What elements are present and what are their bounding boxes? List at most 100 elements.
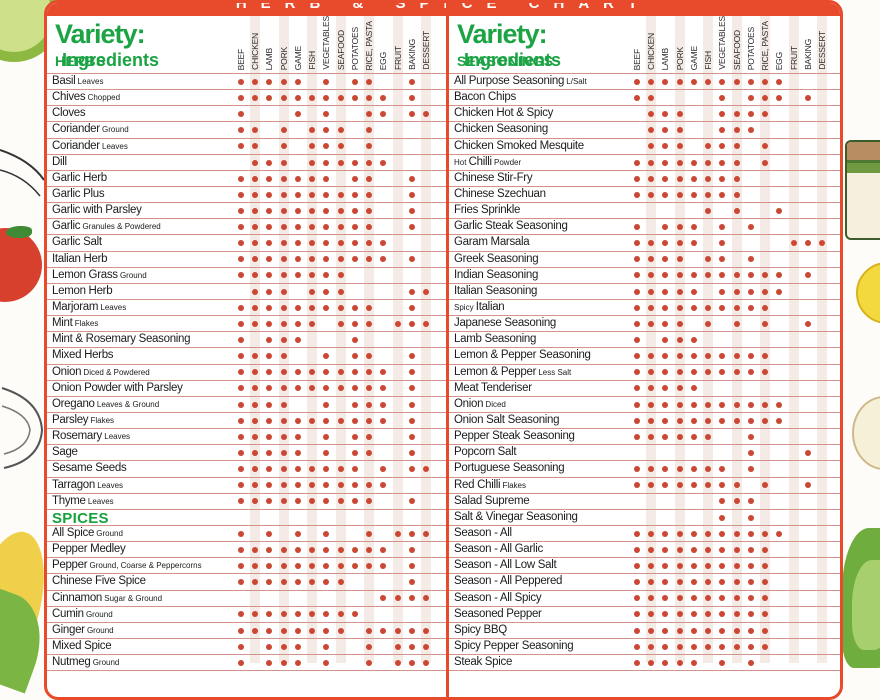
usage-dot-pork: [676, 643, 683, 650]
usage-dot-potatoes: [351, 611, 358, 618]
usage-dot-beef: [634, 563, 640, 570]
usage-dot-baking: [408, 579, 415, 586]
usage-dot-vegetables: [323, 546, 330, 553]
usage-dot-rice-pasta: [366, 385, 373, 392]
usage-dot-game: [294, 337, 301, 344]
usage-dot-pork: [676, 288, 683, 295]
table-row: Salt & Vinegar Seasoning: [449, 510, 840, 526]
usage-dot-seafood: [337, 224, 344, 231]
usage-dot-egg: [380, 482, 387, 489]
usage-dot-chicken: [252, 304, 259, 311]
usage-dot-game: [690, 417, 697, 424]
usage-dot-fish: [705, 482, 712, 489]
usage-dot-fish: [705, 611, 712, 618]
usage-dot-vegetables: [323, 498, 330, 505]
usage-dot-pork: [676, 256, 683, 263]
table-row: Portuguese Seasoning: [449, 461, 840, 478]
usage-dot-seafood: [337, 466, 344, 473]
usage-dot-chicken: [648, 530, 655, 537]
usage-dot-rice-pasta: [366, 433, 373, 440]
usage-dot-beef: [238, 546, 244, 553]
usage-dot-lamb: [266, 466, 273, 473]
usage-dot-potatoes: [747, 659, 754, 666]
usage-dot-egg: [380, 240, 387, 247]
usage-dot-pork: [676, 320, 683, 327]
column-header-label: CHICKEN: [250, 33, 261, 70]
usage-dot-beef: [238, 337, 244, 344]
usage-dot-game: [294, 498, 301, 505]
usage-dot-fish: [705, 191, 712, 198]
usage-dot-pork: [280, 369, 287, 376]
usage-dot-seafood: [337, 191, 344, 198]
usage-dot-beef: [634, 272, 640, 279]
usage-dot-dessert: [422, 111, 429, 118]
usage-dot-vegetables: [323, 240, 330, 247]
usage-dot-seafood: [733, 353, 740, 360]
usage-dot-chicken: [252, 143, 259, 150]
usage-dot-game: [690, 659, 697, 666]
usage-dot-beef: [238, 78, 244, 85]
usage-dot-seafood: [733, 320, 740, 327]
usage-dot-potatoes: [747, 530, 754, 537]
usage-dot-potatoes: [351, 466, 358, 473]
usage-dot-game: [294, 433, 301, 440]
usage-dot-lamb: [266, 353, 273, 360]
usage-dot-seafood: [733, 627, 740, 634]
usage-dot-chicken: [648, 659, 655, 666]
usage-dot-egg: [380, 466, 387, 473]
usage-dot-pork: [676, 546, 683, 553]
usage-dot-lamb: [662, 563, 669, 570]
usage-dot-seafood: [337, 385, 344, 392]
chart-banner: HERB & SPICE CHART: [47, 3, 840, 16]
usage-dot-beef: [238, 191, 244, 198]
table-row: Popcorn Salt: [449, 445, 840, 462]
usage-dot-potatoes: [747, 546, 754, 553]
usage-dot-potatoes: [747, 498, 754, 505]
column-header-label: LAMB: [660, 47, 671, 70]
usage-dot-seafood: [337, 579, 344, 586]
usage-dot-seafood: [733, 159, 740, 166]
usage-dot-baking: [804, 450, 811, 457]
usage-dot-fish: [705, 466, 712, 473]
usage-dot-chicken: [648, 256, 655, 263]
usage-dot-potatoes: [351, 563, 358, 570]
usage-dot-fish: [309, 159, 316, 166]
usage-dot-potatoes: [747, 401, 754, 408]
table-row: Chicken Smoked Mesquite: [449, 139, 840, 155]
usage-dot-chicken: [648, 143, 655, 150]
usage-dot-game: [690, 224, 697, 231]
usage-dot-beef: [634, 643, 640, 650]
usage-dot-beef: [634, 482, 640, 489]
section-header-herbs: HERBS: [55, 53, 106, 69]
usage-dot-potatoes: [747, 417, 754, 424]
row-label: Italian Seasoning: [454, 284, 538, 297]
row-label: Onion Salt Seasoning: [454, 413, 560, 426]
usage-dot-fish: [705, 256, 712, 263]
table-row: Chinese Five Spice: [47, 574, 446, 591]
usage-dot-rice-pasta: [366, 353, 373, 360]
usage-dot-game: [294, 175, 301, 182]
column-stripe: [364, 16, 375, 663]
row-label: Chicken Seasoning: [454, 123, 548, 136]
usage-dot-egg: [776, 288, 783, 295]
table-row: Cinnamon Sugar & Ground: [47, 591, 446, 607]
usage-dot-chicken: [648, 611, 655, 618]
usage-dot-vegetables: [719, 143, 726, 150]
usage-dot-vegetables: [719, 353, 726, 360]
usage-dot-rice-pasta: [366, 256, 373, 263]
usage-dot-seafood: [733, 643, 740, 650]
row-label: Chinese Szechuan: [454, 187, 546, 200]
usage-dot-chicken: [252, 385, 259, 392]
lettuce-leaf-illustration: [852, 560, 880, 650]
table-row: Chicken Seasoning: [449, 122, 840, 139]
usage-dot-fish: [309, 191, 316, 198]
usage-dot-potatoes: [747, 627, 754, 634]
column-stripe: [392, 16, 403, 663]
usage-dot-chicken: [648, 466, 655, 473]
usage-dot-game: [690, 369, 697, 376]
usage-dot-lamb: [662, 579, 669, 586]
usage-dot-potatoes: [747, 127, 754, 134]
usage-dot-potatoes: [747, 514, 754, 521]
column-stripe: [788, 16, 799, 663]
